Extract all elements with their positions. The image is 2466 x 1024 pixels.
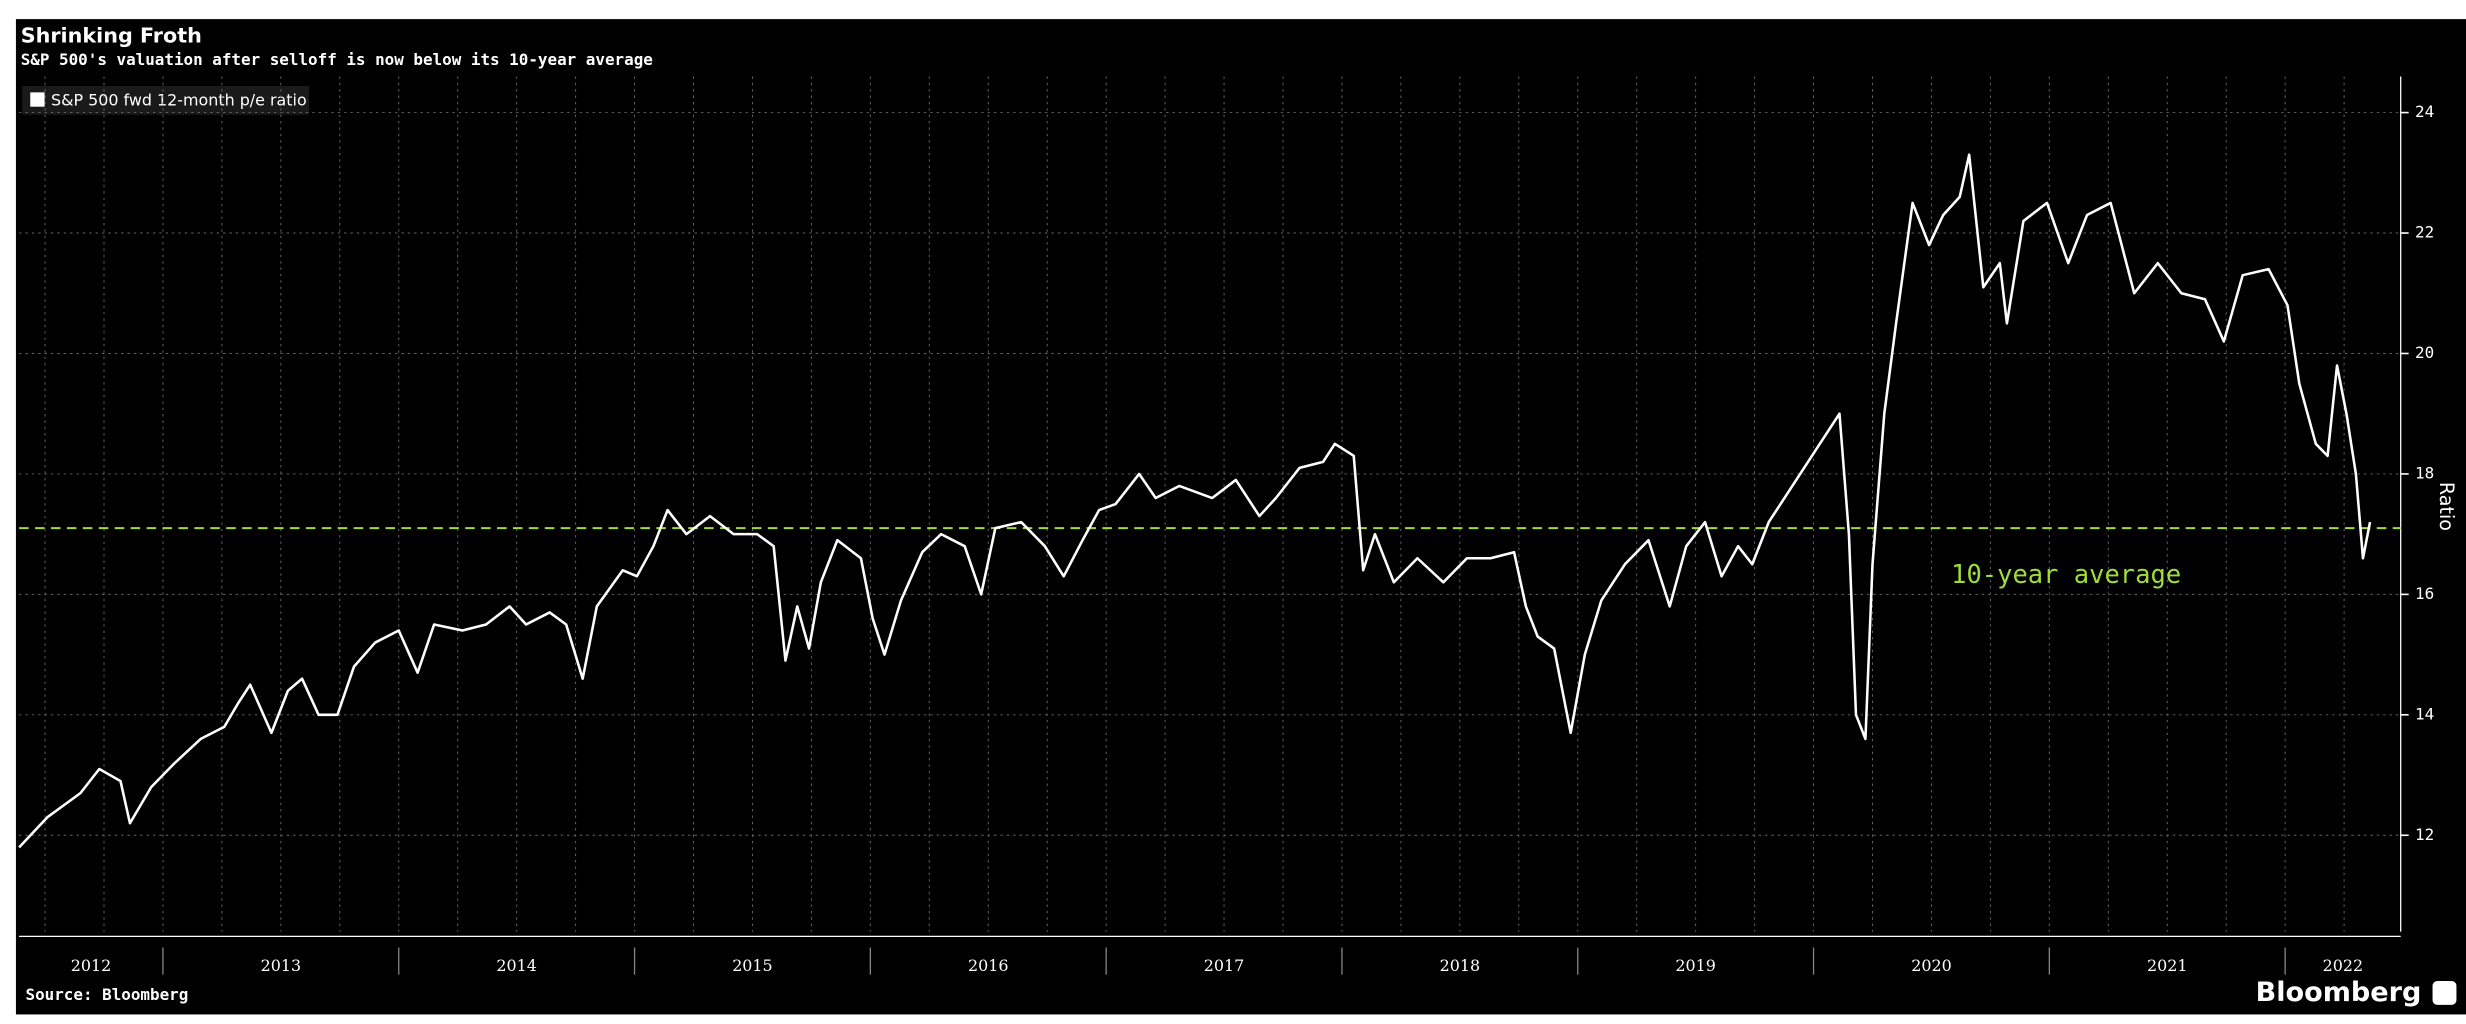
background: [15, 19, 2466, 1015]
legend-swatch: [30, 92, 45, 107]
legend-box: [22, 85, 310, 115]
y-tick-label: 12: [2415, 825, 2434, 844]
y-tick-label: 16: [2415, 584, 2434, 603]
reference-label: 10-year average: [1951, 560, 2181, 590]
x-tick-label: 2017: [1204, 956, 1244, 975]
y-tick-label: 14: [2415, 704, 2434, 723]
chart-title: Shrinking Froth: [21, 24, 202, 48]
chart-subtitle: S&P 500's valuation after selloff is now…: [21, 50, 653, 69]
y-tick-label: 20: [2415, 343, 2434, 362]
x-tick-label: 2018: [1440, 956, 1480, 975]
y-tick-label: 24: [2415, 102, 2434, 121]
x-tick-label: 2019: [1675, 956, 1715, 975]
series-line: [18, 153, 2372, 849]
x-tick-label: 2012: [71, 956, 111, 975]
x-tick-label: 2015: [732, 956, 772, 975]
y-tick-label: 22: [2415, 223, 2434, 242]
source: Source: Bloomberg: [25, 985, 188, 1004]
x-tick-label: 2022: [2323, 956, 2363, 975]
x-tick-label: 2021: [2147, 956, 2187, 975]
y-axis-label: Ratio: [2435, 482, 2458, 531]
y-tick-label: 18: [2415, 463, 2434, 482]
brand-icon: [2432, 981, 2457, 1005]
brand: Bloomberg: [2256, 977, 2422, 1008]
legend-label: S&P 500 fwd 12-month p/e ratio: [51, 91, 307, 110]
x-tick-label: 2016: [968, 956, 1008, 975]
x-tick-label: 2020: [1911, 956, 1951, 975]
x-tick-label: 2014: [496, 956, 536, 975]
x-tick-label: 2013: [261, 956, 301, 975]
